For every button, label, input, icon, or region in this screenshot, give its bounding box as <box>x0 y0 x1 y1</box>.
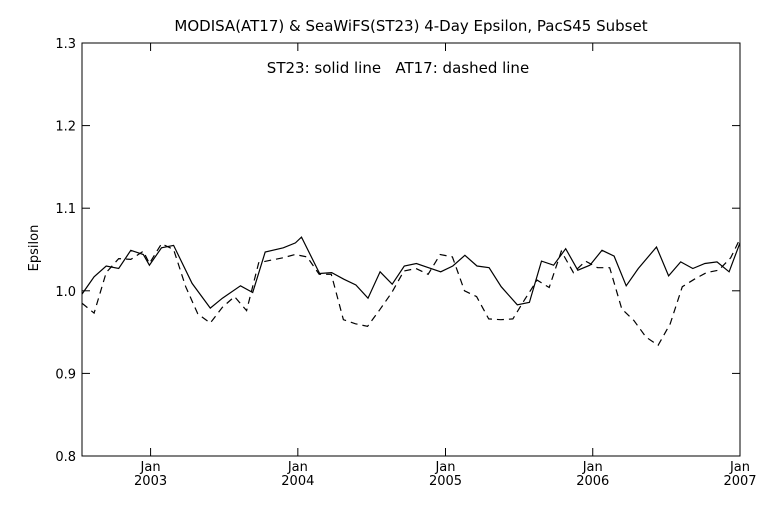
line-style-annotation: ST23: solid line AT17: dashed line <box>267 59 529 77</box>
x-tick-label-year: 2003 <box>134 474 167 489</box>
series-line-at17 <box>82 237 740 347</box>
y-axis: 0.8 0.9 1.0 1.1 1.2 1.3 <box>55 37 740 465</box>
x-tick-label-year: 2007 <box>723 474 756 489</box>
chart-title: MODISA(AT17) & SeaWiFS(ST23) 4-Day Epsil… <box>174 17 647 35</box>
x-tick-label-month: Jan <box>582 460 603 475</box>
y-axis-label: Epsilon <box>27 225 42 272</box>
series-line-st23 <box>82 236 740 309</box>
y-tick-label: 1.1 <box>55 202 76 217</box>
x-tick-label-year: 2004 <box>281 474 314 489</box>
series-lines <box>82 236 740 347</box>
x-tick-label-year: 2005 <box>429 474 462 489</box>
x-tick-label-month: Jan <box>729 460 750 475</box>
y-tick-label: 1.2 <box>55 120 76 135</box>
x-tick-label-year: 2006 <box>576 474 609 489</box>
plot-frame <box>81 42 741 457</box>
x-tick-label-month: Jan <box>434 460 455 475</box>
y-tick-label: 1.3 <box>55 37 76 52</box>
y-tick-label: 0.9 <box>55 367 76 382</box>
y-tick-label: 0.8 <box>55 450 76 465</box>
x-tick-label-month: Jan <box>140 460 161 475</box>
y-tick-label: 1.0 <box>55 285 76 300</box>
x-tick-label-month: Jan <box>287 460 308 475</box>
